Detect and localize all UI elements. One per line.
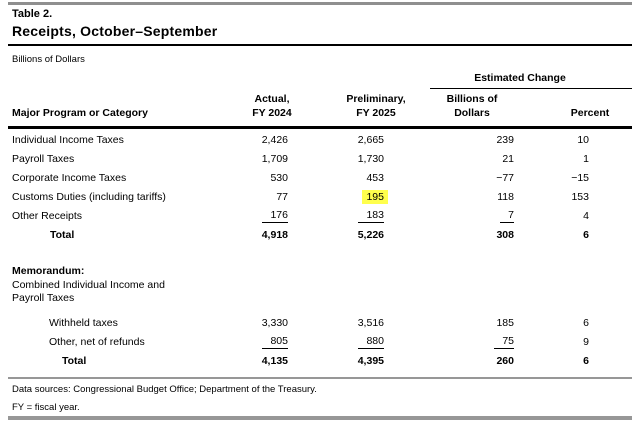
units-label: Billions of Dollars	[12, 54, 85, 65]
cell-change-billions: 185	[496, 316, 514, 329]
cell-preliminary-fy2025: 195	[288, 189, 388, 204]
column-header-change-billions: Billions of Dollars	[422, 92, 522, 120]
table-row: Other, net of refunds 805 880 75 9	[8, 332, 632, 351]
column-header-line: Billions of	[446, 93, 498, 105]
cell-actual-fy2024: 1,709	[261, 152, 288, 165]
cell-change-billions: 75	[384, 335, 514, 349]
underlined-value: 880	[358, 335, 384, 349]
cell-change-billions: 239	[496, 133, 514, 146]
row-label: Total	[62, 354, 87, 367]
cell-preliminary-fy2025: 1,730	[357, 152, 384, 165]
underlined-value: 176	[262, 209, 288, 223]
footer-divider	[8, 377, 632, 379]
fy-definition-note: FY = fiscal year.	[12, 402, 80, 413]
cell-change-billions: 118	[497, 190, 514, 203]
cell-change-billions: 21	[502, 152, 514, 165]
table-number: Table 2.	[12, 8, 53, 20]
cell-actual-fy2024: 176	[188, 209, 288, 223]
cell-preliminary-fy2025: 453	[366, 171, 384, 184]
underlined-value: 7	[500, 209, 514, 223]
column-header-line: FY 2025	[356, 107, 396, 119]
row-label: Individual Income Taxes	[12, 133, 124, 146]
cell-actual-fy2024: 530	[270, 171, 288, 184]
table-row: Withheld taxes 3,330 3,516 185 6	[8, 313, 632, 332]
row-label: Corporate Income Taxes	[12, 171, 127, 184]
cell-change-percent: 10	[577, 133, 589, 146]
row-label: Withheld taxes	[49, 316, 118, 329]
top-divider	[8, 2, 632, 5]
cell-change-percent: 6	[583, 354, 589, 367]
row-label: Total	[50, 228, 75, 241]
receipts-rows: Individual Income Taxes 2,426 2,665 239 …	[8, 130, 632, 244]
column-header-actual-fy2024: Actual, FY 2024	[222, 92, 322, 120]
cell-actual-fy2024: 2,426	[261, 133, 288, 146]
memorandum-subheading: Combined Individual Income and	[12, 278, 165, 291]
table-row: Payroll Taxes 1,709 1,730 21 1	[8, 149, 632, 168]
cell-change-billions: 260	[496, 354, 514, 367]
underlined-value: 183	[358, 209, 384, 223]
cell-preliminary-fy2025: 4,395	[357, 354, 384, 367]
table-row: Corporate Income Taxes 530 453 −77 −15	[8, 168, 632, 187]
cell-actual-fy2024: 4,918	[261, 228, 288, 241]
bottom-divider	[8, 416, 632, 420]
cell-preliminary-fy2025: 5,226	[357, 228, 384, 241]
cell-change-percent: 153	[571, 190, 589, 203]
row-label: Payroll Taxes	[12, 152, 75, 165]
cell-preliminary-fy2025: 2,665	[357, 133, 384, 146]
title-divider	[8, 44, 632, 46]
memorandum-subheading: Payroll Taxes	[12, 292, 75, 304]
column-header-line: Preliminary,	[346, 93, 406, 105]
cell-change-billions: 7	[384, 209, 514, 223]
data-sources-note: Data sources: Congressional Budget Offic…	[12, 384, 317, 395]
table-row: Other Receipts 176 183 7 4	[8, 206, 632, 225]
cell-preliminary-fy2025: 880	[288, 335, 384, 349]
underlined-value: 805	[262, 335, 288, 349]
row-label: Other, net of refunds	[49, 335, 145, 348]
memorandum-heading: Memorandum:	[12, 265, 85, 277]
cell-actual-fy2024: 3,330	[261, 316, 288, 329]
table-row-total: Total 4,135 4,395 260 6	[8, 351, 632, 370]
row-label: Other Receipts	[12, 209, 83, 222]
table-row: Customs Duties (including tariffs) 77 19…	[8, 187, 632, 206]
cell-actual-fy2024: 77	[276, 190, 288, 203]
cell-change-percent: 1	[583, 152, 589, 165]
highlighted-value: 195	[362, 189, 388, 204]
column-group-underline	[430, 88, 632, 89]
table-title: Receipts, October–September	[12, 23, 218, 39]
cell-change-billions: 308	[496, 228, 514, 241]
column-header-preliminary-fy2025: Preliminary, FY 2025	[326, 92, 426, 120]
table-row: Individual Income Taxes 2,426 2,665 239 …	[8, 130, 632, 149]
memorandum-rows: Withheld taxes 3,330 3,516 185 6 Other, …	[8, 313, 632, 370]
cell-change-percent: 6	[583, 228, 589, 241]
cell-preliminary-fy2025: 183	[288, 209, 384, 223]
cell-change-percent: 4	[583, 209, 589, 222]
header-divider	[8, 126, 632, 129]
cell-change-percent: 6	[583, 316, 589, 329]
memorandum-heading-block: Memorandum: Combined Individual Income a…	[12, 265, 165, 306]
column-header-line: Dollars	[454, 107, 490, 119]
cell-actual-fy2024: 4,135	[261, 354, 288, 367]
cell-preliminary-fy2025: 3,516	[357, 316, 384, 329]
cell-actual-fy2024: 805	[188, 335, 288, 349]
column-header-major-program: Major Program or Category	[12, 107, 148, 119]
column-header-line: FY 2024	[252, 107, 292, 119]
column-header-change-percent: Percent	[570, 107, 610, 119]
row-label: Customs Duties (including tariffs)	[12, 190, 166, 203]
underlined-value: 75	[494, 335, 514, 349]
cell-change-percent: 9	[583, 335, 589, 348]
table-row-total: Total 4,918 5,226 308 6	[8, 225, 632, 244]
cell-change-billions: −77	[496, 171, 514, 184]
column-header-line: Actual,	[254, 93, 290, 105]
cell-change-percent: −15	[571, 171, 589, 184]
column-group-header-estimated-change: Estimated Change	[474, 72, 566, 84]
